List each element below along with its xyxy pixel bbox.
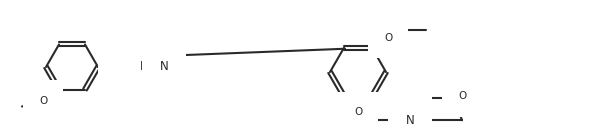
Text: O: O [384, 33, 392, 43]
Text: O: O [39, 96, 47, 106]
Text: O: O [124, 43, 132, 53]
Text: O: O [354, 107, 362, 117]
Text: O: O [124, 81, 132, 91]
Text: N: N [140, 60, 149, 73]
Text: N: N [159, 60, 168, 73]
Text: H: H [141, 58, 147, 67]
Text: O: O [458, 91, 466, 101]
Text: N: N [406, 114, 415, 127]
Text: S: S [118, 60, 126, 73]
